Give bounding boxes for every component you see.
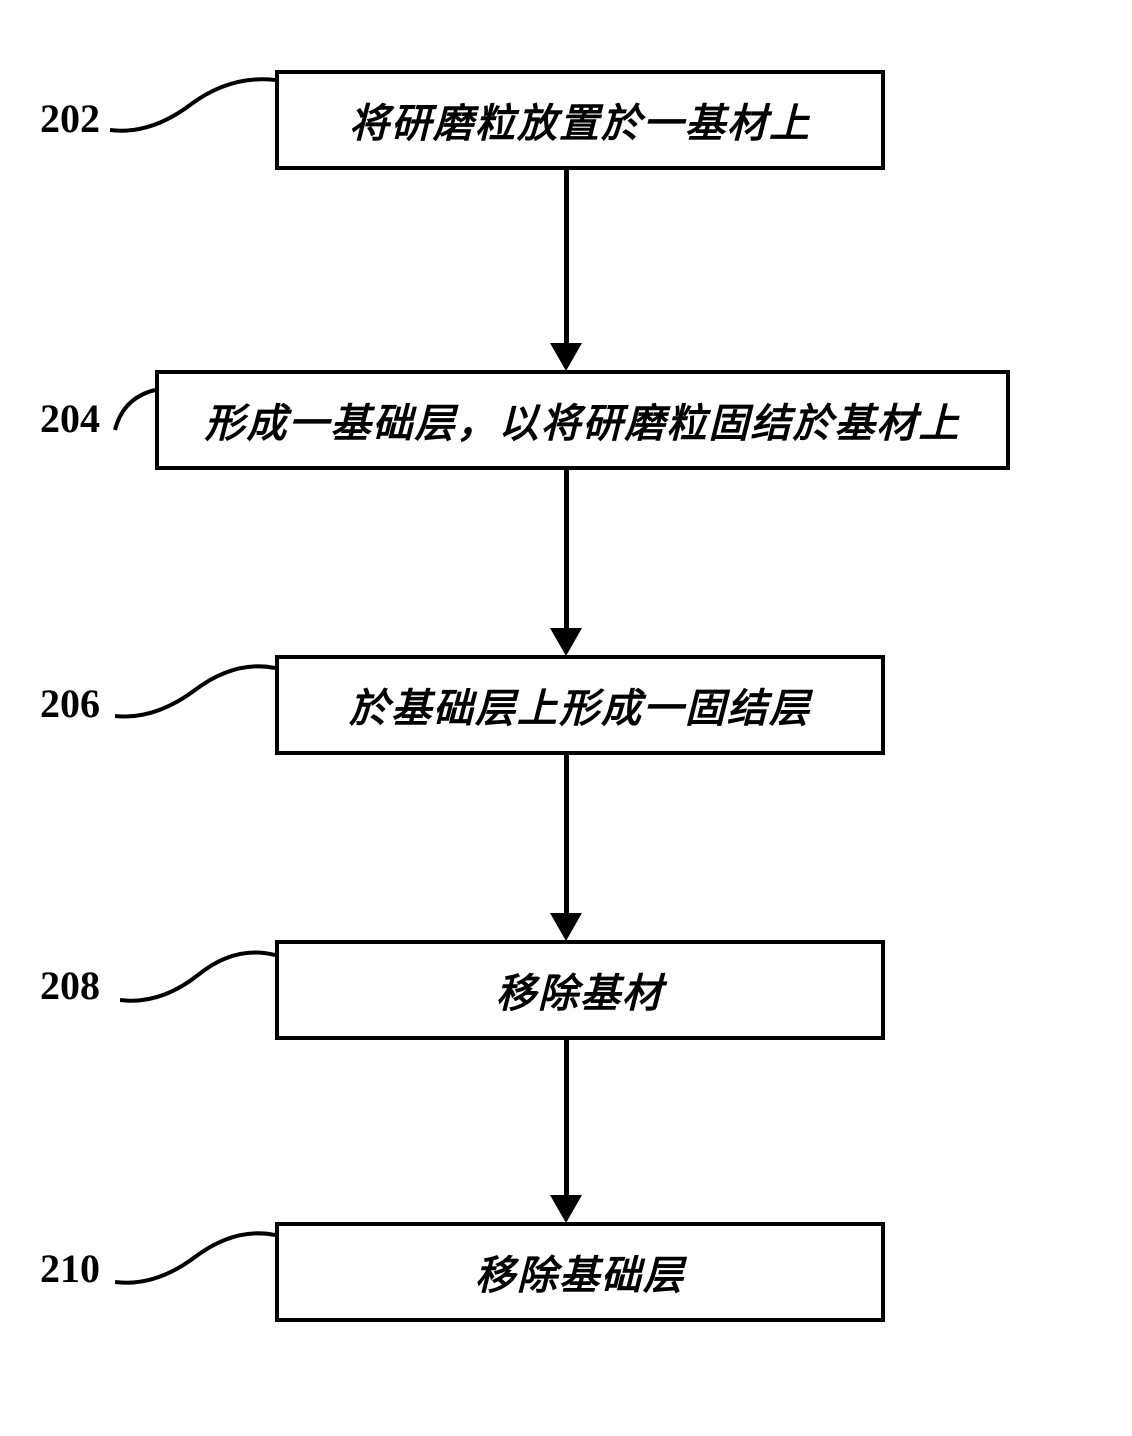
step-label-208: 208	[40, 962, 100, 1009]
connector-curve-202	[110, 75, 280, 140]
step-box-206: 於基础层上形成一固结层	[275, 655, 885, 755]
connector-curve-210	[115, 1227, 280, 1292]
arrow-3	[550, 755, 582, 941]
step-text-208: 移除基材	[496, 961, 664, 1019]
connector-curve-208	[120, 945, 280, 1010]
connector-curve-206	[115, 660, 280, 725]
step-text-204: 形成一基础层，以将研磨粒固结於基材上	[205, 391, 961, 449]
step-text-202: 将研磨粒放置於一基材上	[349, 91, 811, 149]
arrow-1	[550, 170, 582, 371]
step-box-202: 将研磨粒放置於一基材上	[275, 70, 885, 170]
step-box-210: 移除基础层	[275, 1222, 885, 1322]
step-text-210: 移除基础层	[475, 1243, 685, 1301]
step-box-204: 形成一基础层，以将研磨粒固结於基材上	[155, 370, 1010, 470]
step-label-206: 206	[40, 680, 100, 727]
step-label-202: 202	[40, 95, 100, 142]
arrow-2	[550, 470, 582, 656]
step-label-204: 204	[40, 395, 100, 442]
step-text-206: 於基础层上形成一固结层	[349, 676, 811, 734]
step-label-210: 210	[40, 1245, 100, 1292]
arrow-4	[550, 1040, 582, 1223]
step-box-208: 移除基材	[275, 940, 885, 1040]
